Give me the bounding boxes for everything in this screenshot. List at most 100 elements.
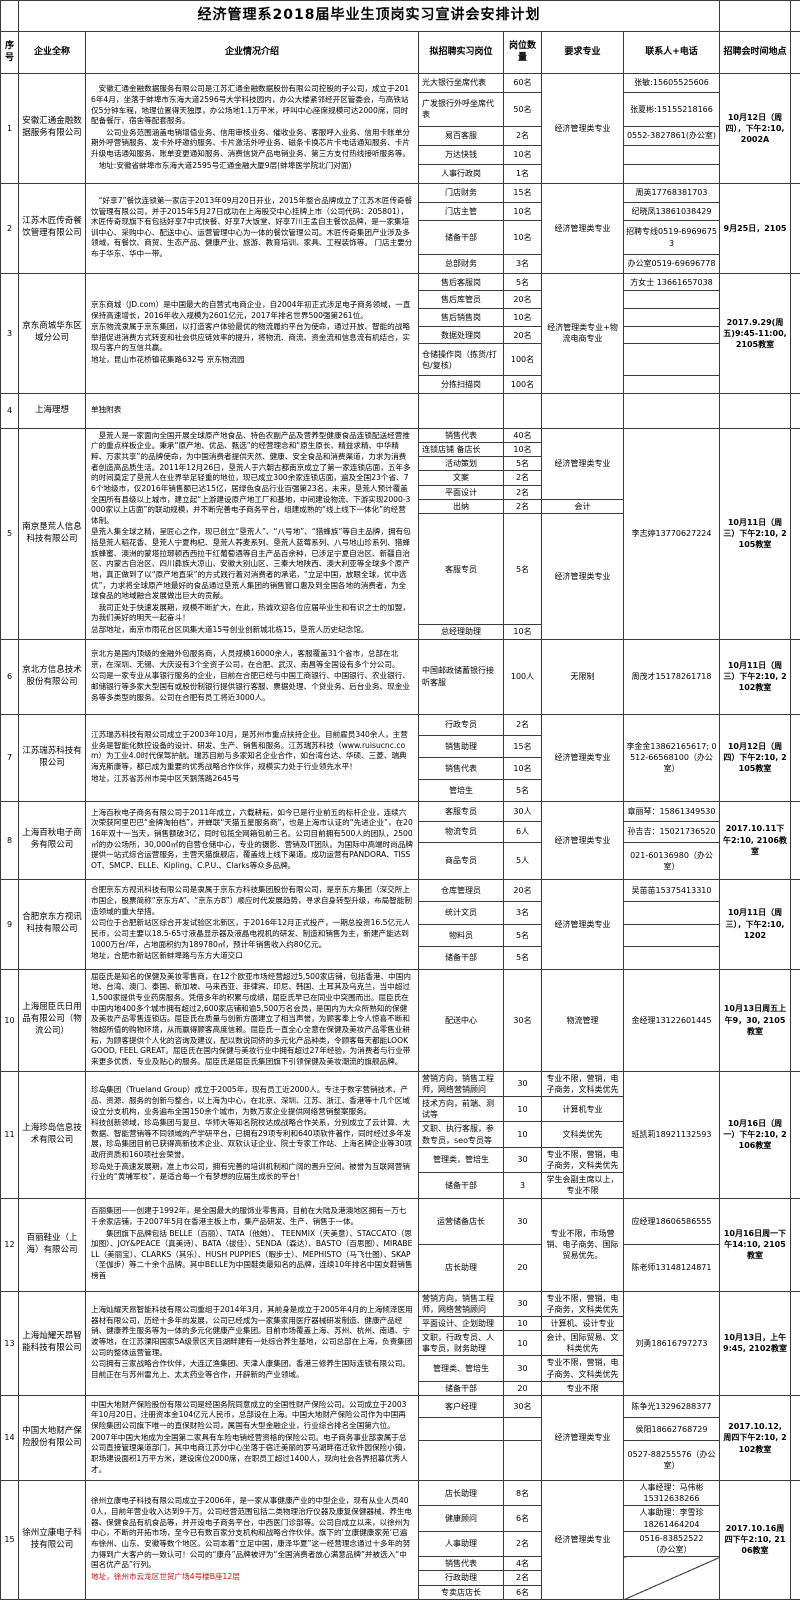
required-major: 专业不限，营销，电子商务、文科类优先 [542,1356,624,1381]
position-title: 文职，行政专员、人事专员，财务助理 [419,1331,504,1356]
company-name: 京东商城华东区域分公司 [19,273,86,393]
position-count: 2名 [504,485,542,499]
company-intro: “好享7”餐饮连锁第一家店于2013年09月20日开业，2015年整合品牌成立了… [86,183,419,273]
position-title: 技术方向，前端、测试等 [419,1097,504,1122]
time-location-cell: 10月16日（周一）下午2:10, 2106教室 [720,1071,791,1198]
header-row: 序号企业全称企业情况介绍拟招聘实习岗位岗位数量要求专业联系人+电话招聘会时间地点 [1,31,800,73]
contact-cell: 办公室0519-69696778 [624,254,720,273]
position-title: 平面设计、企划助理 [419,1316,504,1330]
contact-cell [624,145,720,164]
company-name: 徐州立康电子科技有限公司 [19,1481,86,1600]
position-count: 2名 [504,126,542,145]
company-intro: 江苏瑞苏科技有限公司成立于2003年10月，是苏州市重点扶持企业。目前雇员340… [86,714,419,801]
position-title: 广发银行外呼坐席代表 [419,92,504,126]
position-count: 6人 [504,822,542,843]
position-title: 行政专员 [419,714,504,736]
position-count: 5名 [504,924,542,947]
diagonal-cell [624,1557,720,1600]
position-title [419,1440,504,1480]
company-intro: 徐州立康电子科技有限公司成立于2006年，是一家从事健康产业的中型企业，现有从业… [86,1481,419,1600]
position-count: 100名 [504,376,542,394]
position-count: 8名 [504,1481,542,1506]
position-count: 15名 [504,736,542,758]
position-title: 人事助理 [419,1531,504,1556]
intro-paragraph: 地址，昆山市花桥镇花集路632号 京东物流园 [91,355,413,366]
edge-cell [791,273,800,393]
contact-cell: 章丽琴：15861349530 [624,801,720,822]
position-title: 物流专员 [419,822,504,843]
position-count: 50名 [504,92,542,126]
contact-cell: 0552-3827861(办公室) [624,126,720,145]
contact-cell: 吴苗苗15375413310 [624,879,720,902]
position-title: 店长助理 [419,1245,504,1292]
intro-paragraph: 珍岛处于高速发展期，准上市公司，拥有完善的培训机制和广阔的晋升空间。被誉为互联网… [91,1162,413,1183]
contact-cell: 张敏:15605525606 [624,73,720,92]
title-right-cell [720,1,791,32]
required-major: 经济管理类专业+物流电商专业 [542,273,624,393]
position-title: 管培生 [419,779,504,801]
company-name: 上海屈臣氏日用品有限公司（物流公司） [19,969,86,1071]
position-title: 平面设计 [419,485,504,499]
required-major: 经济管理类专业 [542,714,624,801]
time-location-cell: 10月11日（周三），下午2:10, 1202 [720,879,791,969]
required-major: 经济管理类专业 [542,513,624,639]
position-count: 20名 [504,291,542,309]
contact-cell [624,393,720,428]
position-title: 光大银行坐席代表 [419,73,504,92]
column-header-edge [791,31,800,73]
contact-cell: 李志婷13770627224 [624,428,720,639]
intro-paragraph: 单独附表 [91,405,413,416]
position-title: 客户经理 [419,1396,504,1418]
time-location-cell: 2017.9.29(周五)9:45-11:00, 2105教室 [720,273,791,393]
position-count: 2名 [504,471,542,485]
time-location-cell: 10月12日（周四），下午2:10, 2002A [720,73,791,183]
position-title: 储备干部 [419,221,504,255]
position-title: 文职、执行客服，参数专员，seo专员等 [419,1122,504,1147]
contact-cell: 陈争光13296288377 [624,1396,720,1418]
position-count: 3名 [504,902,542,925]
position-count [504,393,542,428]
company-intro: 单独附表 [86,393,419,428]
intro-paragraph: 垦荒人是一家面向全国开展全球原产地食品、特色农副产品及营养型健康食品连锁配送经营… [91,431,413,527]
position-count: 10名 [504,145,542,164]
contact-cell [624,309,720,327]
position-count: 40名 [504,428,542,442]
edge-cell [791,393,800,428]
seq-cell: 3 [1,273,19,393]
required-major: 经济管理类专业 [542,1396,624,1481]
required-major: 经济管理类专业 [542,428,624,499]
intro-paragraph: “好享7”餐饮连锁第一家店于2013年09月20日开业，2015年整合品牌成立了… [91,196,413,260]
contact-cell [624,902,720,925]
intro-paragraph: 地址，江苏省苏州市吴中区天鹅荡路2645号 [91,774,413,785]
position-count: 10名 [504,758,542,780]
contact-cell: 方女士 13661657038 [624,273,720,291]
intro-paragraph: 公司位于合肥新站区综合开发试验区北新区，于2016年12月正式投产，一期总投资1… [91,918,413,950]
seq-cell: 15 [1,1481,19,1600]
title-row: 经济管理系2018届毕业生顶岗实习宣讲会安排计划 [1,1,800,32]
required-major: 会计 [542,499,624,513]
position-count: 5名 [504,513,542,625]
seq-cell: 4 [1,393,19,428]
column-header: 招聘会时间地点 [720,31,791,73]
position-count: 10名 [504,309,542,327]
required-major: 专业不限，营销，电子商务，文科类优先 [542,1291,624,1316]
contact-cell: 周英17768381703 [624,183,720,202]
contact-cell: 李金金13862165617; 0512-66568100（办公室） [624,714,720,801]
required-major: 计算机专业 [542,1097,624,1122]
intro-paragraph: 地址，合肥市新站区新蚌埠路与东方大道交口 [91,951,413,962]
contact-cell [624,291,720,309]
position-count: 10 [504,1331,542,1356]
position-title: 易百客服 [419,126,504,145]
intro-paragraph: 公司是一家专业从事银行服务的企业，目前在合肥已经与中国工商银行、中国银行、农业银… [91,671,413,703]
position-title: 营销方向，销售工程师，网络营销顾问 [419,1071,504,1096]
time-location-cell: 2017.10.12, 周四下午2:10, 2102教室 [720,1396,791,1481]
intro-paragraph: 科技创新领域，珍岛集团与复旦、华师大等知名院校达成战略合作关系，分别成立了云计算… [91,1118,413,1161]
position-title: 配送中心 [419,969,504,1071]
